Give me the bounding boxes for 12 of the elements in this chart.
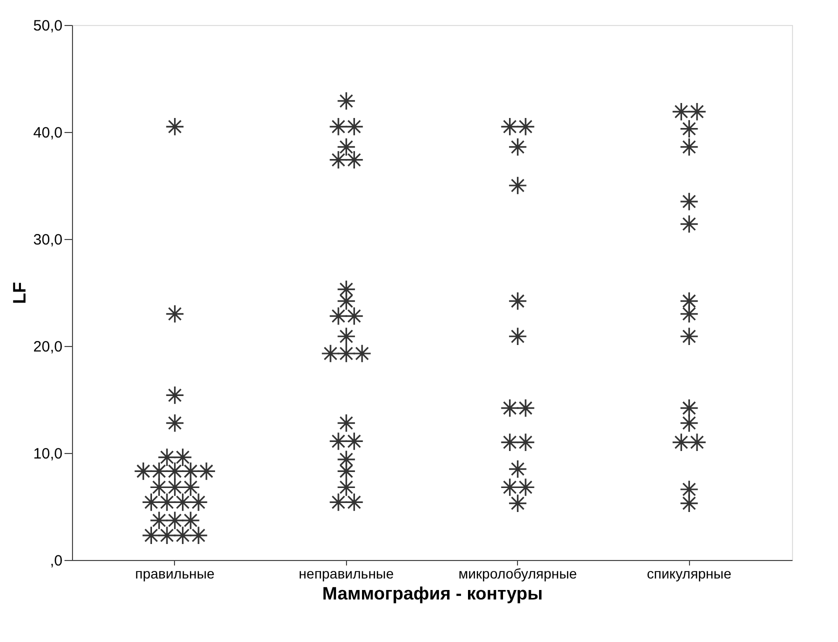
x-axis-title: Маммография - контуры [322, 584, 543, 604]
x-tick-label: правильные [135, 566, 215, 582]
x-tick-label: неправильные [298, 566, 394, 582]
y-tick-label: 10,0 [33, 446, 62, 462]
y-tick-label: 30,0 [33, 232, 62, 248]
x-tick-label: спикулярные [646, 566, 732, 582]
y-tick-label: 40,0 [33, 124, 62, 142]
y-axis-title: LF [9, 282, 30, 304]
y-tick-label: ,0 [50, 552, 62, 570]
x-tick-label: микролобулярные [458, 566, 578, 582]
y-tick-label: 50,0 [33, 18, 62, 34]
y-tick-label: 20,0 [33, 338, 62, 356]
